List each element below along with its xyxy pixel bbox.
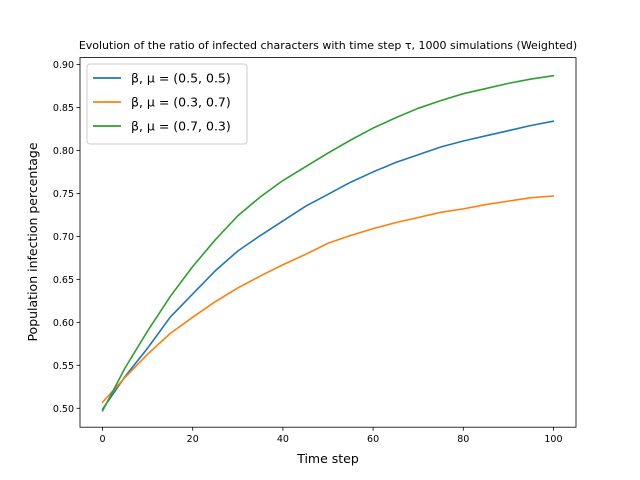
legend-label-3: β, μ = (0.7, 0.3) (131, 119, 231, 134)
y-tick-label: 0.75 (53, 189, 74, 200)
x-tick-label: 40 (277, 434, 289, 445)
y-tick-label: 0.90 (53, 60, 74, 71)
x-tick-label: 0 (100, 434, 106, 445)
series-line-2 (101, 195, 555, 404)
y-tick-label: 0.65 (53, 275, 74, 286)
y-tick-label: 0.80 (53, 146, 74, 157)
x-tick-label: 100 (544, 434, 562, 445)
y-axis: 0.50 0.55 0.60 0.65 0.70 0.75 0.80 0.85 0.90 (53, 60, 80, 415)
legend: β, μ = (0.5, 0.5) β, μ = (0.3, 0.7) β, μ =… (86, 63, 248, 145)
y-tick-label: 0.70 (53, 232, 74, 243)
y-tick-label: 0.85 (53, 103, 74, 114)
x-tick-label: 80 (457, 434, 469, 445)
y-tick-label: 0.60 (53, 318, 74, 329)
y-tick-label: 0.55 (53, 361, 74, 372)
chart-title: Evolution of the ratio of infected chara… (79, 39, 577, 52)
series-line-3 (101, 74, 555, 412)
y-axis-title: Population infection percentage (25, 142, 40, 341)
series-layer (101, 74, 555, 412)
legend-label-2: β, μ = (0.3, 0.7) (131, 95, 231, 110)
series-line-1 (101, 120, 555, 410)
x-axis: 0 20 40 60 80 100 (100, 427, 563, 445)
x-tick-label: 60 (367, 434, 379, 445)
x-axis-title: Time step (296, 451, 359, 466)
legend-label-1: β, μ = (0.5, 0.5) (131, 71, 231, 86)
plot-area-frame (79, 57, 577, 428)
legend-box (86, 63, 248, 145)
y-tick-label: 0.50 (53, 404, 74, 415)
x-tick-label: 20 (187, 434, 199, 445)
